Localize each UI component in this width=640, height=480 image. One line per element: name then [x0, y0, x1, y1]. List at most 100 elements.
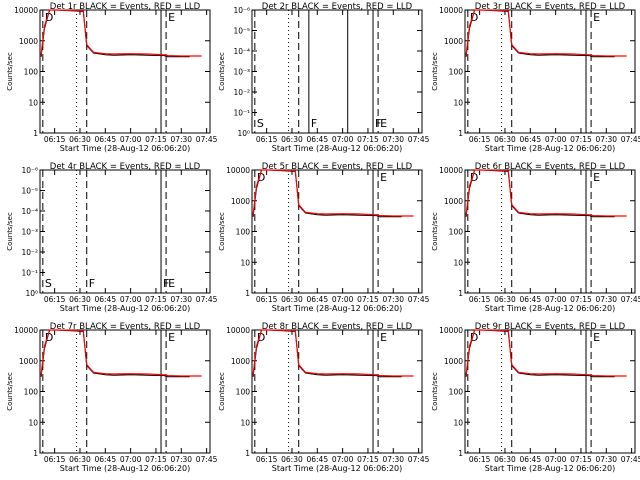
x-tick-label: 07:15 [357, 135, 379, 144]
y-tick-label: 10000 [226, 166, 250, 175]
x-tick-label: 06:45 [519, 135, 541, 144]
x-tick-label: 06:15 [469, 455, 491, 464]
y-tick-label: 1 [458, 129, 463, 138]
marker-label: D [45, 11, 53, 24]
x-tick-label: 06:45 [94, 455, 116, 464]
detector-panel-3: Det 3r BLACK = Events, RED = LLD 1 10 100 10… [431, 2, 640, 153]
x-tick-label: 06:45 [306, 295, 328, 304]
y-tick-label: 1000 [231, 357, 250, 366]
x-tick-label: 07:15 [357, 455, 379, 464]
y-tick-label: 10⁻³ [233, 68, 250, 77]
series-line-lld [465, 329, 627, 377]
x-axis-label: Start Time (28-Aug-12 06:06:20) [272, 304, 403, 313]
panel-title: Det 4r BLACK = Events, RED = LLD [50, 162, 201, 172]
x-tick-label: 07:15 [145, 295, 167, 304]
panel-title: Det 7r BLACK = Events, RED = LLD [50, 322, 201, 332]
y-tick-label: 1000 [19, 37, 38, 46]
x-tick-label: 06:45 [306, 135, 328, 144]
y-tick-label: 100 [236, 228, 251, 237]
x-tick-label: 07:45 [408, 455, 430, 464]
y-tick-label: 10 [240, 258, 250, 267]
y-tick-label: 1 [245, 449, 250, 458]
marker-label: D [257, 171, 265, 184]
y-tick-label: 10⁻¹ [21, 269, 38, 278]
detector-panel-5: Det 5r BLACK = Events, RED = LLD 1 10 100 10… [218, 162, 430, 313]
x-axis-label: Start Time (28-Aug-12 06:06:20) [60, 144, 191, 153]
detector-panel-7: Det 7r BLACK = Events, RED = LLD 1 10 100 10… [6, 322, 218, 473]
x-tick-label: 06:45 [519, 455, 541, 464]
y-tick-label: 10 [28, 98, 38, 107]
x-tick-label: 07:45 [408, 295, 430, 304]
marker-label: F [311, 117, 317, 130]
y-tick-label: 10000 [439, 6, 463, 15]
x-tick-label: 06:15 [256, 135, 278, 144]
marker-label: E [168, 277, 175, 290]
marker-label: D [470, 171, 478, 184]
x-tick-label: 07:30 [170, 135, 192, 144]
x-axis-label: Start Time (28-Aug-12 06:06:20) [60, 464, 191, 473]
x-tick-label: 06:45 [94, 295, 116, 304]
x-tick-label: 07:00 [120, 135, 142, 144]
x-tick-label: 07:15 [145, 455, 167, 464]
panel-title: Det 8r BLACK = Events, RED = LLD [262, 322, 413, 332]
panel-title: Det 9r BLACK = Events, RED = LLD [475, 322, 626, 332]
y-tick-label: 1 [245, 289, 250, 298]
series-line-lld [252, 169, 414, 217]
marker-label: E [168, 11, 175, 24]
x-tick-label: 06:30 [281, 135, 303, 144]
x-tick-label: 06:15 [469, 295, 491, 304]
y-tick-label: 10⁻¹ [233, 109, 250, 118]
x-axis-label: Start Time (28-Aug-12 06:06:20) [485, 144, 616, 153]
y-tick-label: 100 [449, 388, 464, 397]
panel-title: Det 5r BLACK = Events, RED = LLD [262, 162, 413, 172]
x-tick-label: 07:15 [570, 135, 592, 144]
y-axis-label: Counts/sec [6, 52, 14, 91]
panel-title: Det 6r BLACK = Events, RED = LLD [475, 162, 626, 172]
y-tick-label: 1000 [19, 357, 38, 366]
y-axis-label: Counts/sec [218, 372, 226, 411]
x-tick-label: 07:15 [357, 295, 379, 304]
y-tick-label: 10 [453, 258, 463, 267]
x-tick-label: 07:00 [120, 295, 142, 304]
x-axis-label: Start Time (28-Aug-12 06:06:20) [272, 144, 403, 153]
x-tick-label: 06:15 [44, 135, 66, 144]
y-tick-label: 10⁻⁶ [233, 6, 250, 15]
panel-title: Det 1r BLACK = Events, RED = LLD [50, 2, 201, 12]
x-tick-label: 07:00 [545, 455, 567, 464]
y-tick-label: 100 [449, 68, 464, 77]
x-tick-label: 06:45 [94, 135, 116, 144]
x-axis-label: Start Time (28-Aug-12 06:06:20) [272, 464, 403, 473]
x-tick-label: 07:00 [332, 135, 354, 144]
y-axis-label: Counts/sec [218, 52, 226, 91]
y-axis-label: Counts/sec [218, 212, 226, 251]
x-tick-label: 06:15 [44, 455, 66, 464]
x-tick-label: 07:00 [332, 455, 354, 464]
x-tick-label: 06:15 [44, 295, 66, 304]
series-line-lld [40, 329, 202, 377]
x-axis-label: Start Time (28-Aug-12 06:06:20) [485, 304, 616, 313]
x-axis-label: Start Time (28-Aug-12 06:06:20) [60, 304, 191, 313]
x-tick-label: 07:45 [621, 135, 640, 144]
x-tick-label: 07:30 [382, 135, 404, 144]
marker-label: D [470, 331, 478, 344]
x-tick-label: 07:30 [382, 295, 404, 304]
y-tick-label: 10⁻² [233, 88, 250, 97]
y-axis-label: Counts/sec [431, 52, 439, 91]
y-tick-label: 100 [449, 228, 464, 237]
y-tick-label: 10 [453, 418, 463, 427]
series-line-lld [252, 329, 414, 377]
x-tick-label: 07:30 [595, 135, 617, 144]
y-tick-label: 1 [458, 449, 463, 458]
y-tick-label: 10 [28, 418, 38, 427]
y-tick-label: 100 [236, 388, 251, 397]
y-tick-label: 10⁻³ [21, 228, 38, 237]
y-axis-label: Counts/sec [431, 212, 439, 251]
marker-label: E [593, 11, 600, 24]
detector-panel-1: Det 1r BLACK = Events, RED = LLD 1 10 100 10… [6, 2, 218, 153]
y-tick-label: 10000 [14, 326, 38, 335]
series-line-lld [40, 9, 202, 57]
x-tick-label: 06:30 [494, 455, 516, 464]
x-tick-label: 07:00 [120, 455, 142, 464]
marker-label: D [257, 331, 265, 344]
x-tick-label: 07:45 [196, 135, 218, 144]
